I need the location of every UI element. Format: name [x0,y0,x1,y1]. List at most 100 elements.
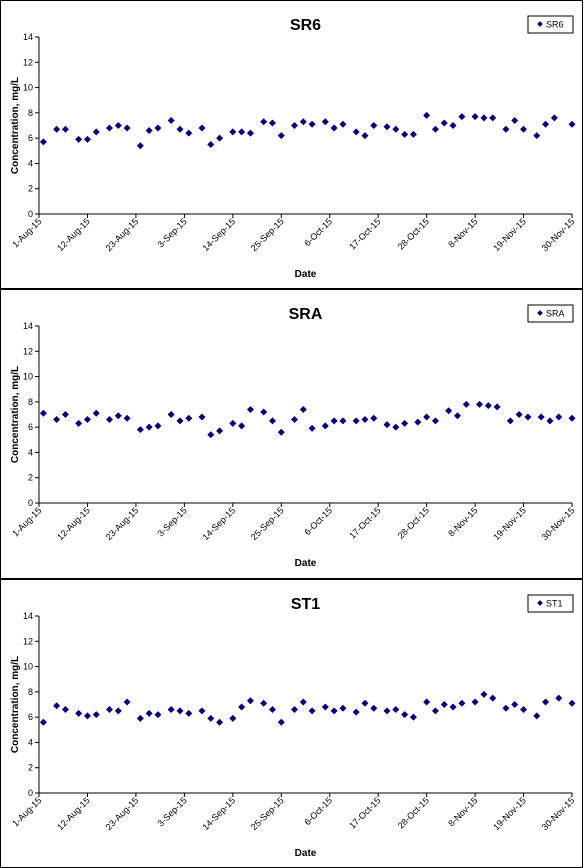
data-point [555,413,563,421]
data-point [520,706,528,714]
data-point [260,699,268,707]
x-tick-label-group: 23-Aug-15 [104,795,141,832]
y-tick-label: 14 [23,321,33,331]
legend-box [527,304,574,323]
data-point [114,707,122,715]
data-point [401,130,409,138]
data-point [493,403,501,411]
x-tick-label-group: 30-Nov-15 [540,216,577,253]
x-tick-label: 17-Oct-15 [347,216,382,251]
x-tick-label: 1-Aug-15 [10,795,43,828]
data-point [453,412,461,420]
data-point [260,408,268,416]
data-point [185,129,193,137]
data-point [198,413,206,421]
data-point [167,411,175,418]
data-point [75,419,83,427]
data-point [92,409,100,417]
data-point [471,698,479,706]
y-axis-title: Concentration, mg/L [10,656,21,753]
x-tick-label: 30-Nov-15 [540,795,577,832]
data-point [268,119,276,127]
data-point [542,698,550,706]
chart-title: SRA [289,306,323,323]
x-tick-label-group: 8-Nov-15 [446,795,479,828]
data-point [145,127,153,135]
chart-panel-st1: ST1 0 2 4 6 8 10 12 14 1-Aug-15 12-Aug-15 23-Aug-15… [0,579,583,868]
data-point [458,113,466,121]
data-point [480,690,488,698]
x-tick-label: 23-Aug-15 [104,216,141,253]
data-point [114,412,122,420]
x-tick-label: 3-Sep-15 [156,505,189,538]
data-point [246,129,254,137]
data-point [83,135,91,143]
data-point [229,714,237,722]
data-point [321,422,329,430]
chart-svg: SR6 0 2 4 6 8 10 12 14 1-Aug-15 12-Aug-15 23-Aug-15… [10,15,577,280]
data-point [167,116,175,124]
data-point [511,701,519,708]
data-point [321,118,329,126]
data-point [568,699,576,707]
data-point [75,135,83,143]
data-point [489,694,497,702]
data-point [409,130,417,138]
x-tick-label: 12-Aug-15 [55,216,92,253]
data-point [515,411,523,418]
x-axis-title: Date [295,558,317,569]
y-tick-label: 12 [23,346,33,356]
x-tick-label-group: 30-Nov-15 [540,795,577,832]
data-point [414,418,422,426]
x-tick-label-group: 6-Oct-15 [302,505,334,537]
data-point [277,718,285,726]
x-tick-label: 17-Oct-15 [347,505,382,540]
legend: ST1 [527,594,574,613]
data-point [489,114,497,122]
data-point [511,116,519,124]
data-point [475,400,483,408]
x-tick-label-group: 1-Aug-15 [10,505,43,538]
x-tick-label: 19-Nov-15 [491,216,528,253]
x-tick-label: 17-Oct-15 [347,795,382,830]
data-point [229,128,237,136]
data-point [185,414,193,422]
data-point [136,142,144,150]
y-tick-label: 2 [28,184,33,194]
y-tick-label: 6 [28,712,33,722]
x-tick-label-group: 8-Nov-15 [446,216,479,249]
x-tick-label-group: 17-Oct-15 [347,505,382,540]
data-point [53,702,61,710]
x-tick-label: 28-Oct-15 [396,216,431,251]
y-tick-label: 14 [23,32,33,42]
data-point [176,417,184,425]
data-point [431,707,439,715]
x-tick-label-group: 19-Nov-15 [491,216,528,253]
data-point [440,119,448,127]
legend-marker [537,600,543,606]
data-point [277,428,285,436]
x-axis-title: Date [295,269,317,280]
y-axis-title: Concentration, mg/L [10,77,21,174]
legend-box [527,15,574,34]
data-point [75,709,83,717]
x-tick-label-group: 14-Sep-15 [200,795,237,832]
data-point [502,704,510,712]
data-point [445,407,453,415]
data-point [207,140,215,148]
data-point [339,120,347,128]
x-tick-label: 8-Nov-15 [446,795,479,828]
x-tick-label: 19-Nov-15 [491,505,528,542]
x-tick-label-group: 25-Sep-15 [249,216,286,253]
data-point [440,701,448,708]
y-tick-label: 0 [28,498,33,508]
data-point [401,711,409,719]
data-point [238,128,246,136]
y-tick-label: 10 [23,83,33,93]
data-point [176,125,184,133]
x-tick-label-group: 19-Nov-15 [491,795,528,832]
data-point [39,409,47,417]
data-point [330,417,338,425]
data-point [339,417,347,425]
data-point [238,703,246,711]
